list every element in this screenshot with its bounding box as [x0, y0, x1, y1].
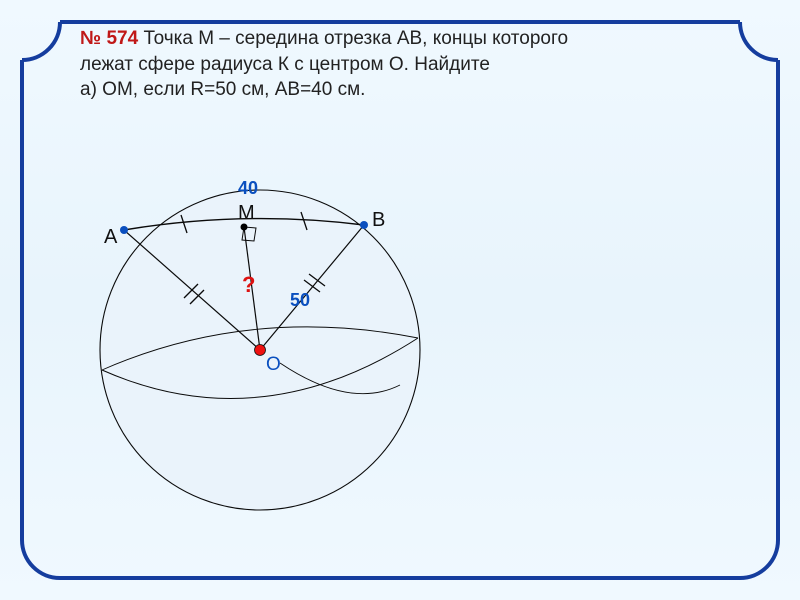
frame-bottom [60, 576, 740, 580]
label-ob-length: 50 [290, 290, 310, 311]
problem-line1: Точка М – середина отрезка АВ, концы кот… [138, 28, 568, 49]
diagram: А В М О 40 50 ? [80, 150, 440, 510]
label-o: О [266, 354, 281, 376]
frame-corner-tl [18, 18, 64, 64]
frame-right [776, 60, 780, 540]
frame-left [20, 60, 24, 540]
frame-top [60, 20, 740, 24]
frame-corner-br [736, 536, 782, 582]
label-b: В [372, 209, 385, 232]
point-o [255, 345, 266, 356]
problem-line2: лежат сфере радиуса К с центром О. Найди… [80, 54, 490, 75]
label-m: М [238, 202, 255, 225]
label-ab-length: 40 [238, 178, 258, 199]
point-b [360, 221, 368, 229]
point-a [120, 226, 128, 234]
frame-corner-tr [736, 18, 782, 64]
label-a: А [104, 226, 117, 249]
label-question: ? [242, 272, 255, 298]
problem-text: № 574 Точка М – середина отрезка АВ, кон… [80, 26, 720, 103]
slide: № 574 Точка М – середина отрезка АВ, кон… [0, 0, 800, 600]
frame-corner-bl [18, 536, 64, 582]
problem-line3: а) ОМ, если R=50 см, АВ=40 см. [80, 79, 365, 100]
diagram-svg [80, 150, 440, 510]
problem-number: № 574 [80, 28, 138, 49]
